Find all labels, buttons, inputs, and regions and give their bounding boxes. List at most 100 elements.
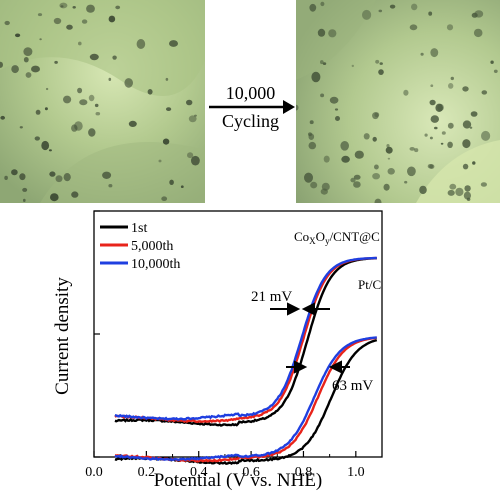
nanoparticle xyxy=(72,6,76,9)
nanoparticle xyxy=(470,111,478,117)
nanoparticle xyxy=(136,39,146,49)
nanoparticle xyxy=(351,64,354,68)
nanoparticle xyxy=(45,87,49,91)
right-arrow-icon xyxy=(209,100,295,114)
x-axis-label: Potential (V vs. NHE) xyxy=(154,470,323,491)
nanoparticle xyxy=(404,180,408,184)
x-tick-label: 0.4 xyxy=(190,465,208,480)
nanoparticle xyxy=(158,159,162,163)
nanoparticle xyxy=(180,185,184,188)
x-tick-label: 0.0 xyxy=(85,465,103,480)
nanoparticle xyxy=(320,188,328,195)
nanoparticle xyxy=(462,120,472,129)
nanoparticle xyxy=(112,55,117,60)
nanoparticle xyxy=(4,20,10,26)
nanoparticle xyxy=(353,181,361,188)
nanoparticle xyxy=(429,136,433,140)
nanoparticle xyxy=(23,198,26,202)
curve-coxoy-10000th xyxy=(114,256,377,421)
nanoparticle xyxy=(79,99,88,106)
nanoparticle xyxy=(187,152,194,159)
nanoparticle xyxy=(86,4,95,13)
nanoparticle xyxy=(429,99,436,106)
x-axis-ticks: 0.0 0.2 0.4 0.6 0.8 1.0 xyxy=(85,451,365,480)
nanoparticle xyxy=(462,139,471,149)
nanoparticle xyxy=(186,99,193,106)
y-axis-ticks xyxy=(94,210,100,458)
nanoparticle xyxy=(350,177,356,183)
curve-ptc-10000th xyxy=(114,336,377,462)
nanoparticle xyxy=(411,3,418,11)
nanoparticle xyxy=(71,191,79,198)
nanoparticle xyxy=(320,1,325,7)
nanoparticle xyxy=(309,3,317,12)
nanoparticle xyxy=(463,191,471,200)
x-tick-label: 0.6 xyxy=(242,465,260,480)
nanoparticle xyxy=(449,183,457,190)
nanoparticle xyxy=(48,149,52,152)
nanoparticle xyxy=(434,126,438,130)
legend-label-5000th: 5,000th xyxy=(131,239,173,254)
nanoparticle xyxy=(4,175,8,180)
nanoparticle xyxy=(430,115,439,123)
nanoparticle xyxy=(353,174,361,180)
cycle-count-label: 10,000 xyxy=(225,83,276,103)
polarization-chart: 0.0 0.2 0.4 0.6 0.8 1.0 Potential (V vs. NHE)… xyxy=(52,210,383,491)
nanoparticle xyxy=(102,171,112,179)
nanoparticle xyxy=(427,164,434,169)
nanoparticle xyxy=(165,77,169,81)
nanoparticle xyxy=(296,104,299,111)
nanoparticle xyxy=(19,126,23,129)
nanoparticle xyxy=(354,150,364,159)
curve-coxoy-5000th xyxy=(114,256,377,424)
nanoparticle xyxy=(66,24,73,30)
curve-ptc-5000th xyxy=(114,336,377,463)
cycling-arrow-panel: 10,000 Cycling xyxy=(205,0,296,203)
nanoparticle xyxy=(124,78,133,88)
x-tick-label: 0.2 xyxy=(138,465,156,480)
nanoparticle xyxy=(49,171,56,177)
arrow-63mv-left-head xyxy=(294,360,308,374)
nanoparticle xyxy=(462,86,469,92)
nanoparticle xyxy=(385,146,393,154)
nanoparticle xyxy=(481,90,488,95)
nanoparticle xyxy=(473,28,483,38)
nanoparticle xyxy=(450,76,454,81)
nanoparticle xyxy=(15,33,21,38)
nanoparticle xyxy=(78,41,82,46)
nanoparticle xyxy=(89,53,99,61)
nanoparticle xyxy=(161,196,168,201)
nanoparticle xyxy=(95,112,101,116)
nanoparticle xyxy=(108,184,113,188)
nanoparticle xyxy=(386,144,390,148)
nanoparticle xyxy=(409,24,418,31)
nanoparticle xyxy=(328,29,337,38)
nanoparticle xyxy=(462,163,469,170)
nanoparticle xyxy=(490,60,494,64)
nanoparticle xyxy=(166,107,172,111)
nanoparticle xyxy=(191,155,200,166)
nanoparticle xyxy=(375,59,380,64)
shift-label-21mv: 21 mV xyxy=(251,289,292,305)
nanoparticle xyxy=(387,157,391,160)
y-axis-label: Current density xyxy=(52,277,73,395)
nanoparticle xyxy=(44,107,48,111)
nanoparticle xyxy=(115,5,121,10)
shift-label-63mv: 63 mV xyxy=(332,378,373,394)
nanoparticle xyxy=(59,2,68,9)
nanoparticle xyxy=(341,155,350,163)
nanoparticle xyxy=(469,126,473,129)
nanoparticle xyxy=(420,52,424,56)
nanoparticle xyxy=(424,133,428,137)
nanoparticle xyxy=(308,133,315,140)
nanoparticle xyxy=(464,185,471,192)
nanoparticle xyxy=(481,130,491,141)
nanoparticle xyxy=(188,115,197,123)
cycling-label: Cycling xyxy=(222,111,279,131)
nanoparticle xyxy=(419,185,427,195)
nanoparticle xyxy=(128,120,137,127)
nanoparticle xyxy=(480,182,487,187)
x-tick-label: 0.8 xyxy=(295,465,313,480)
nanoparticle xyxy=(379,62,383,65)
nanoparticle xyxy=(378,9,383,13)
